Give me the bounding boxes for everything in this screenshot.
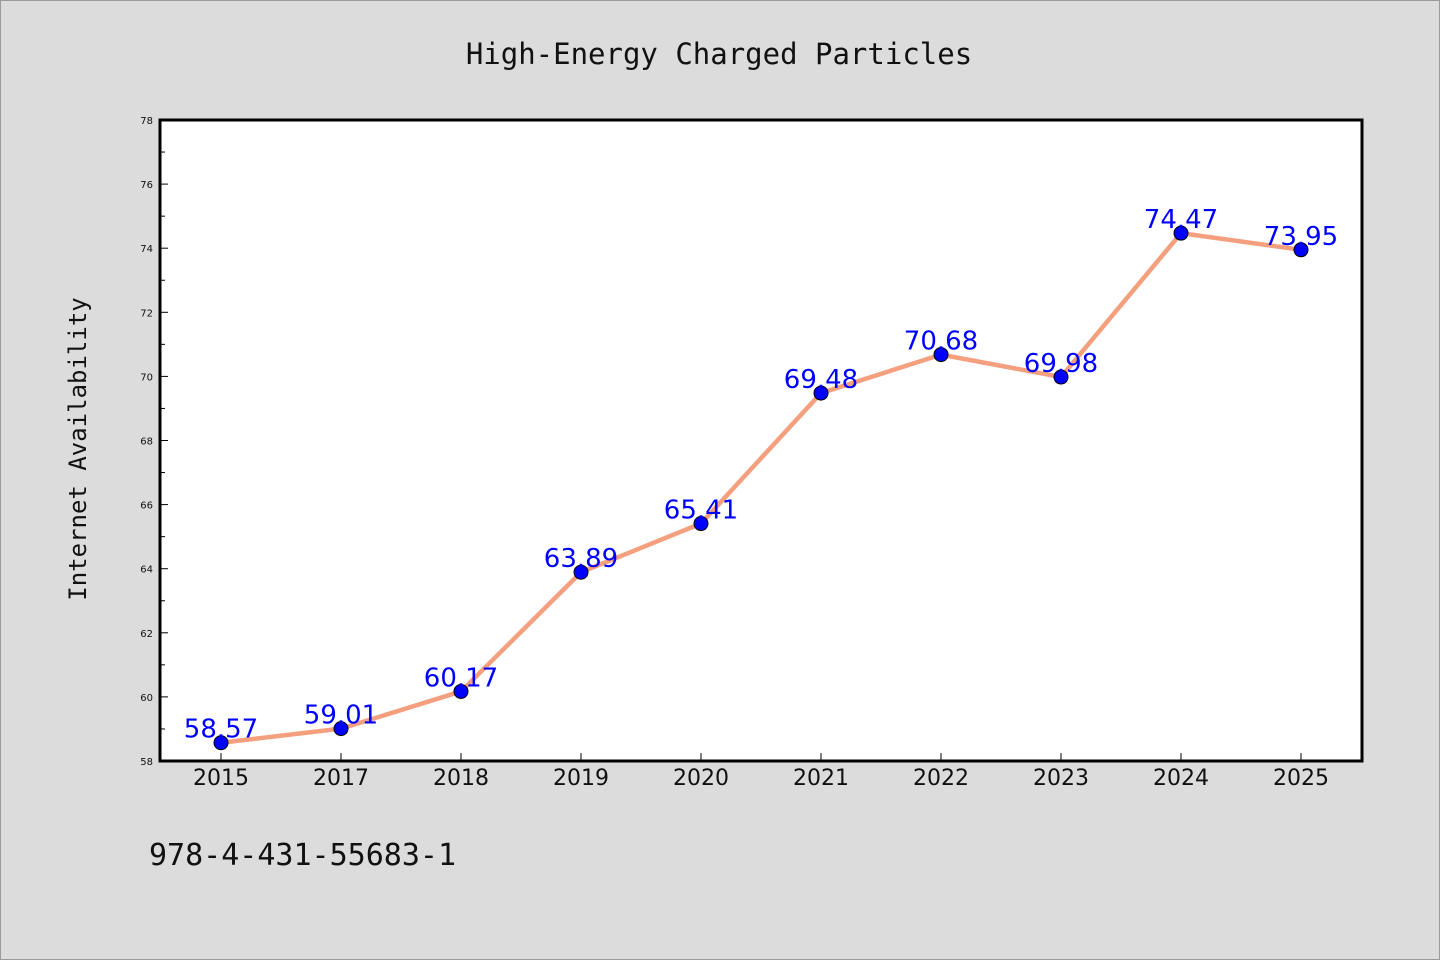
y-axis-label: Internet Availability: [64, 297, 92, 600]
data-label: 69.98: [1024, 349, 1098, 379]
plot-frame: [158, 118, 1364, 763]
data-label: 69.48: [784, 365, 858, 395]
x-tick-label: 2021: [793, 766, 849, 791]
series-layer: [213, 225, 1309, 751]
x-tick-label: 2023: [1033, 766, 1089, 791]
data-label: 63.89: [544, 544, 618, 574]
y-tick-label: 64: [140, 565, 153, 576]
y-tick-label: 74: [140, 244, 153, 255]
data-point: [933, 347, 949, 363]
plot-area: [160, 120, 1362, 761]
data-point: [1173, 225, 1189, 241]
chart-title: High-Energy Charged Particles: [466, 37, 972, 71]
x-tick-label: 2024: [1153, 766, 1209, 791]
y-tick-label: 72: [140, 308, 153, 319]
y-tick-label: 78: [140, 116, 153, 127]
data-point: [453, 683, 469, 699]
y-tick-label: 66: [140, 501, 153, 512]
series-line: [218, 230, 1304, 745]
y-tick-label: 62: [140, 629, 153, 640]
y-tick-label: 70: [140, 372, 153, 383]
x-tick-label: 2019: [553, 766, 609, 791]
x-tick-label: 2020: [673, 766, 729, 791]
y-tick-label: 76: [140, 180, 153, 191]
data-label: 59.01: [304, 701, 378, 731]
data-label: 60.17: [424, 663, 498, 693]
y-tick-label: 60: [140, 693, 153, 704]
axis-layer: 58 60 62 64 66 68 70 72 74 76 78 2015 2017 2018 2019 20…: [140, 116, 1329, 791]
data-label: 70.68: [904, 327, 978, 357]
data-point: [1293, 242, 1309, 258]
x-tick-label: 2017: [313, 766, 369, 791]
x-tick-label: 2022: [913, 766, 969, 791]
footer-code: 978-4-431-55683-1: [149, 838, 456, 873]
data-point: [693, 516, 709, 532]
data-label: 73.95: [1264, 222, 1338, 252]
y-tick-label: 68: [140, 437, 153, 448]
x-tick-label: 2015: [193, 766, 249, 791]
data-label: 65.41: [664, 496, 738, 526]
x-tick-label: 2025: [1273, 766, 1329, 791]
data-point: [213, 735, 229, 751]
x-tick-label: 2018: [433, 766, 489, 791]
data-label: 58.57: [184, 715, 258, 745]
data-point: [1053, 369, 1069, 385]
data-point: [333, 721, 349, 737]
data-label: 74.47: [1144, 205, 1218, 235]
label-layer: 58.57 59.01 60.17 63.89 65.41 69.48 70.68 69.98…: [184, 205, 1338, 745]
data-point: [573, 564, 589, 580]
y-tick-label: 58: [140, 757, 153, 768]
data-point: [813, 385, 829, 401]
